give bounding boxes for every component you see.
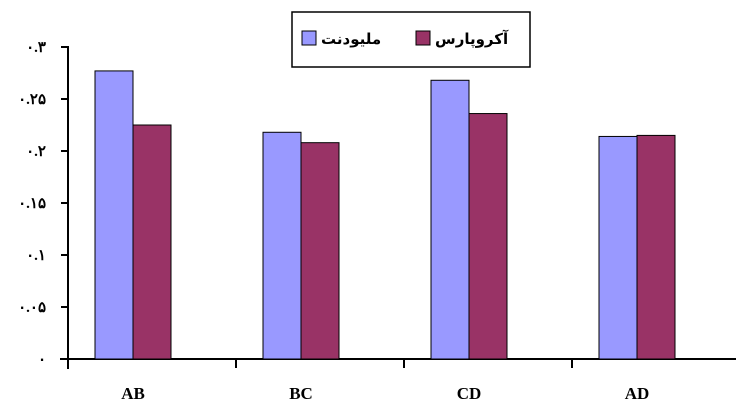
legend-swatch-series-1 bbox=[301, 30, 317, 46]
chart-bars bbox=[94, 70, 676, 360]
bar-bc-series-2 bbox=[300, 142, 340, 360]
bar-ad-series-2 bbox=[636, 134, 676, 360]
legend-swatch-series-2 bbox=[415, 30, 431, 46]
chart-legend: ملیودنت آکروپارس bbox=[291, 11, 531, 68]
bar-bc-series-1 bbox=[262, 131, 302, 360]
y-tick-label: ۰.۱ bbox=[26, 248, 46, 264]
y-tick-label: ۰.۳ bbox=[26, 40, 46, 56]
x-tick-label: BC bbox=[289, 384, 313, 403]
bar-cd-series-1 bbox=[430, 79, 470, 360]
bar-ab-series-1 bbox=[94, 70, 134, 360]
y-tick-label: ۰ bbox=[38, 352, 46, 368]
x-tick-label: AD bbox=[625, 384, 650, 403]
bar-ad-series-1 bbox=[598, 135, 638, 360]
bar-ab-series-2 bbox=[132, 124, 172, 360]
x-tick-label: CD bbox=[457, 384, 482, 403]
y-tick-label: ۰.۲ bbox=[26, 144, 46, 160]
y-tick-label: ۰.۱۵ bbox=[18, 196, 46, 212]
bar-cd-series-2 bbox=[468, 113, 508, 360]
y-tick-label: ۰.۰۵ bbox=[18, 300, 46, 316]
legend-box bbox=[291, 11, 531, 68]
y-tick-label: ۰.۲۵ bbox=[18, 92, 46, 108]
x-tick-label: AB bbox=[121, 384, 145, 403]
legend-label-series-1: ملیودنت bbox=[321, 30, 381, 48]
chart-axes: ۰ ۰.۰۵ ۰.۱ ۰.۱۵ ۰.۲ ۰.۲۵ ۰.۳ AB BC CD AD bbox=[18, 40, 736, 403]
legend-label-series-2: آکروپارس bbox=[435, 30, 509, 49]
